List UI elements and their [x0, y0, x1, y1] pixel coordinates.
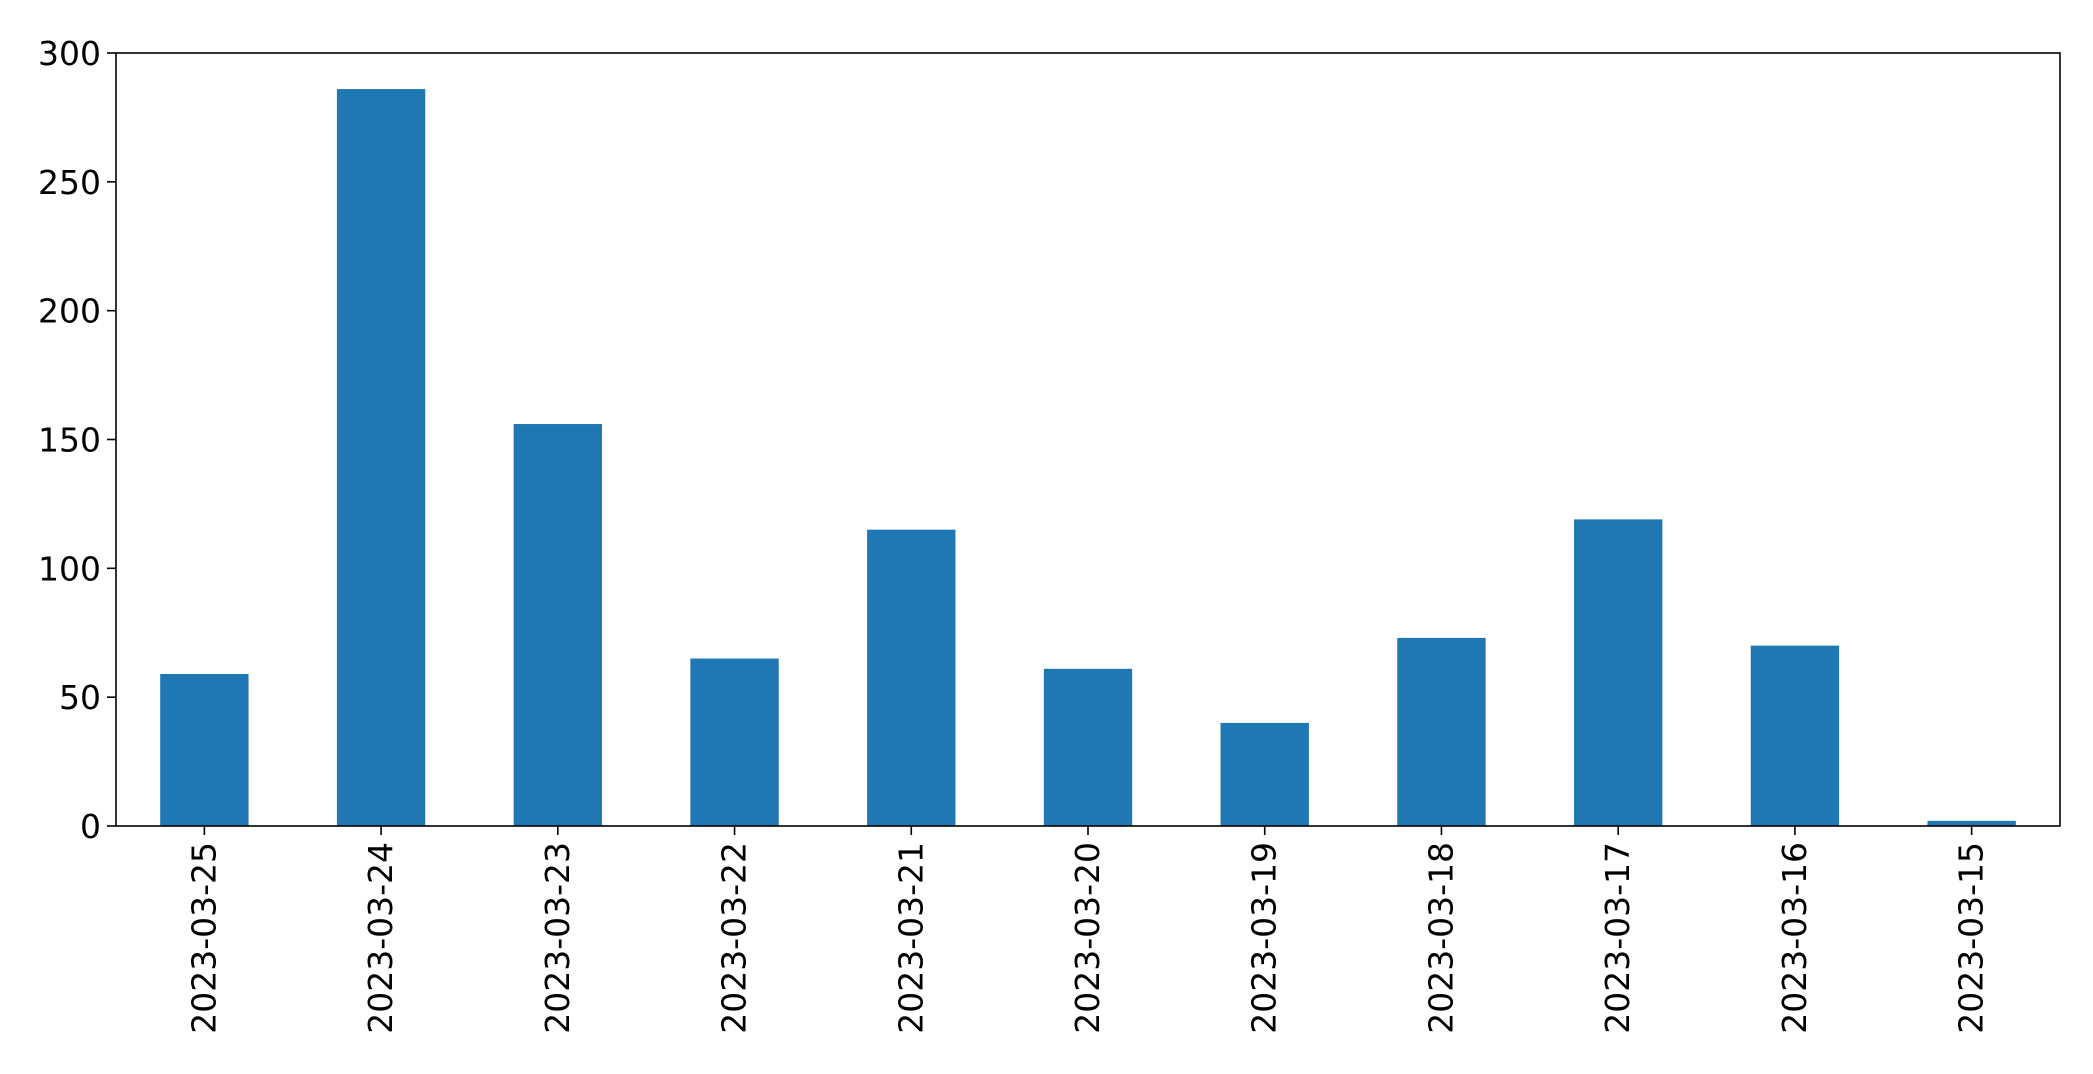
bar-2023-03-24 — [336, 89, 426, 826]
x-tick-label: 2023-03-15 — [1952, 842, 1991, 1034]
bar-2023-03-17 — [1574, 519, 1663, 826]
bar-2023-03-15 — [1927, 820, 2016, 826]
x-tick-label: 2023-03-22 — [715, 842, 754, 1034]
y-tick-label: 150 — [38, 421, 101, 460]
bar-2023-03-19 — [1220, 722, 1309, 826]
bar-2023-03-18 — [1397, 637, 1486, 826]
bar-2023-03-23 — [513, 424, 602, 826]
x-tick-label: 2023-03-16 — [1775, 842, 1814, 1034]
x-tick-label: 2023-03-25 — [184, 842, 223, 1034]
x-tick-label: 2023-03-17 — [1598, 842, 1637, 1034]
y-tick-label: 300 — [38, 34, 101, 73]
x-tick-label: 2023-03-19 — [1245, 842, 1284, 1034]
x-tick-label: 2023-03-20 — [1068, 842, 1107, 1034]
bar-2023-03-21 — [867, 529, 956, 826]
y-tick-label: 250 — [38, 163, 101, 202]
y-tick-label: 200 — [38, 292, 101, 331]
x-tick-label: 2023-03-18 — [1421, 842, 1460, 1034]
x-tick-label: 2023-03-23 — [538, 842, 577, 1034]
bar-2023-03-20 — [1043, 668, 1133, 826]
y-tick-label: 0 — [80, 807, 101, 846]
y-tick-label: 100 — [38, 549, 101, 588]
labels-layer: 2023-03-25 2023-03-24 2023-03-23 2023-03-22… — [38, 34, 1991, 1034]
ticks-layer — [107, 52, 1973, 835]
x-tick-label: 2023-03-21 — [891, 842, 930, 1034]
bars-layer — [160, 89, 2016, 826]
bar-2023-03-16 — [1750, 645, 1840, 826]
bar-2023-03-22 — [690, 658, 779, 826]
x-tick-label: 2023-03-24 — [361, 842, 400, 1034]
y-tick-label: 50 — [59, 678, 101, 717]
plot-frame — [115, 52, 2061, 827]
bar-2023-03-25 — [160, 673, 249, 826]
